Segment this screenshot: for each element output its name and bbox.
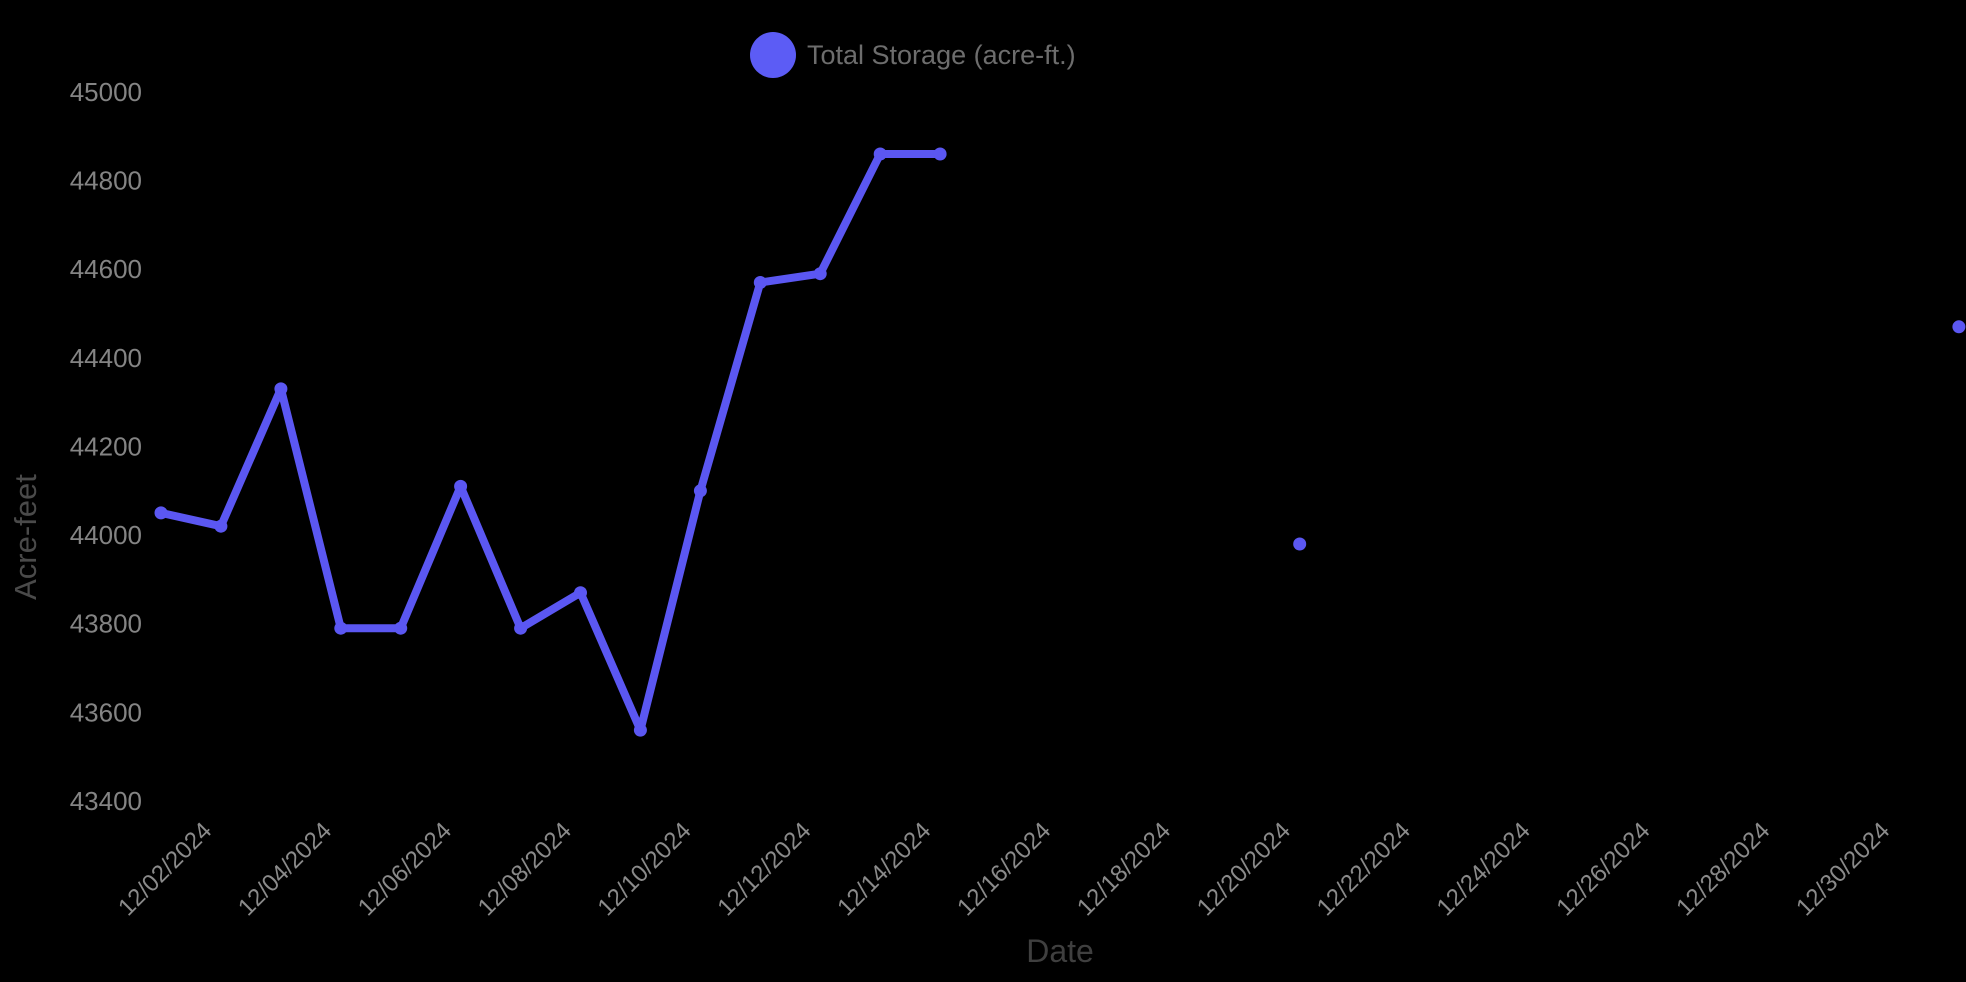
y-tick-label: 45000	[70, 77, 142, 107]
x-tick-label: 12/30/2024	[1791, 817, 1895, 921]
y-tick-label: 44600	[70, 254, 142, 284]
x-tick-label: 12/06/2024	[353, 817, 457, 921]
x-tick-label: 12/02/2024	[113, 817, 217, 921]
data-point[interactable]	[514, 621, 528, 635]
y-tick-label: 43400	[70, 786, 142, 816]
y-tick-label: 44400	[70, 343, 142, 373]
x-tick-label: 12/08/2024	[473, 817, 577, 921]
x-tick-label: 12/26/2024	[1551, 817, 1655, 921]
x-tick-label: 12/04/2024	[233, 817, 337, 921]
x-tick-label: 12/24/2024	[1432, 817, 1536, 921]
data-point[interactable]	[274, 382, 288, 396]
data-point[interactable]	[454, 479, 468, 493]
x-tick-label: 12/14/2024	[832, 817, 936, 921]
data-point[interactable]	[574, 586, 587, 600]
legend-label: Total Storage (acre-ft.)	[807, 39, 1076, 70]
data-point[interactable]	[154, 506, 168, 520]
x-tick-label: 12/10/2024	[593, 817, 697, 921]
data-point[interactable]	[933, 147, 947, 161]
y-tick-label: 43600	[70, 697, 142, 727]
data-point[interactable]	[334, 621, 348, 635]
data-point[interactable]	[1952, 320, 1966, 334]
y-tick-label: 44000	[70, 520, 142, 550]
x-tick-label: 12/28/2024	[1671, 817, 1775, 921]
data-point[interactable]	[214, 519, 228, 533]
x-tick-label: 12/20/2024	[1192, 817, 1296, 921]
legend-item[interactable]: Total Storage (acre-ft.)	[750, 32, 1076, 78]
x-tick-label: 12/22/2024	[1312, 817, 1416, 921]
y-tick-label: 44200	[70, 431, 142, 461]
data-point[interactable]	[753, 276, 767, 289]
y-tick-label: 44800	[70, 166, 142, 196]
y-axis-title: Acre-feet	[8, 474, 43, 600]
data-point[interactable]	[693, 484, 707, 498]
data-point[interactable]	[1293, 537, 1307, 551]
legend-marker-dot	[750, 32, 796, 78]
y-tick-label: 43800	[70, 609, 142, 639]
x-tick-label: 12/12/2024	[712, 817, 816, 921]
x-axis-title: Date	[1026, 933, 1094, 969]
data-point[interactable]	[813, 267, 827, 281]
data-point[interactable]	[394, 621, 408, 635]
data-point[interactable]	[873, 147, 887, 161]
x-tick-label: 12/16/2024	[952, 817, 1056, 921]
data-point[interactable]	[633, 723, 647, 737]
x-tick-label: 12/18/2024	[1072, 817, 1176, 921]
series-line	[157, 150, 945, 735]
